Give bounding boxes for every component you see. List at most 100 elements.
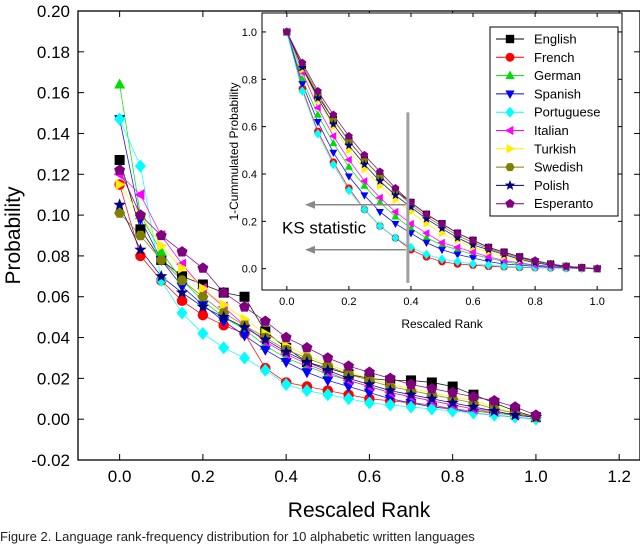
main-point-portuguese xyxy=(114,112,126,126)
main-point-esperanto xyxy=(468,390,479,402)
inset-point-spanish xyxy=(313,119,322,127)
main-x-tick-label: 0.8 xyxy=(441,467,465,486)
legend-marker-swedish xyxy=(505,163,515,172)
main-point-polish xyxy=(342,371,355,384)
inset-x-tick-label: 0.6 xyxy=(465,296,480,308)
inset-point-esperanto xyxy=(593,264,602,273)
main-point-portuguese xyxy=(218,341,230,355)
main-point-polish xyxy=(467,400,480,413)
inset-point-esperanto xyxy=(484,243,493,251)
inset-point-spanish xyxy=(344,173,353,181)
main-point-portuguese xyxy=(426,402,438,416)
inset-x-tick-label: 1.0 xyxy=(590,296,605,308)
inset-point-spanish xyxy=(298,81,307,89)
ks-statistic-label: KS statistic xyxy=(282,218,367,237)
main-point-esperanto xyxy=(218,286,230,298)
inset-point-turkish xyxy=(346,146,354,155)
ks-arrow-head xyxy=(305,245,315,254)
main-point-polish xyxy=(321,363,334,376)
inset-point-spanish xyxy=(438,246,446,255)
legend-label: Portuguese xyxy=(534,105,601,120)
inset-y-tick-label: 0.8 xyxy=(242,74,257,86)
main-x-tick-label: 1.2 xyxy=(607,467,631,486)
inset-point-italian xyxy=(391,207,399,216)
inset-point-polish xyxy=(359,159,369,169)
inset-y-tick-label: 0.6 xyxy=(242,122,257,134)
inset-point-german xyxy=(344,162,353,170)
inset-point-esperanto xyxy=(546,259,555,268)
inset-point-italian xyxy=(329,132,337,141)
main-point-swedish xyxy=(176,275,188,286)
main-point-swedish xyxy=(134,230,146,241)
inset-point-esperanto xyxy=(313,86,322,95)
inset-point-esperanto xyxy=(422,210,431,218)
main-point-esperanto xyxy=(405,378,417,390)
main-x-tick-label: 0.4 xyxy=(274,467,298,486)
main-point-esperanto xyxy=(197,262,209,273)
main-point-esperanto xyxy=(155,229,167,241)
inset-point-polish xyxy=(391,190,400,200)
inset-y-tick-label: 1.0 xyxy=(242,27,257,39)
inset-point-esperanto xyxy=(360,150,369,159)
inset-point-esperanto xyxy=(500,247,509,256)
inset-x-axis-title: Rescaled Rank xyxy=(401,317,483,331)
main-point-portuguese xyxy=(134,159,146,173)
inset-point-polish xyxy=(406,202,416,211)
inset-point-spanish xyxy=(469,255,477,263)
main-y-tick-label: 0.16 xyxy=(37,84,70,103)
main-point-esperanto xyxy=(134,209,146,220)
main-point-german xyxy=(114,78,126,89)
inset-y-tick-label: 0.4 xyxy=(242,169,257,181)
inset-point-polish xyxy=(453,233,462,242)
inset-point-turkish xyxy=(408,207,416,216)
main-point-esperanto xyxy=(384,372,396,384)
legend-marker-esperanto xyxy=(505,198,515,208)
main-y-tick-label: 0.02 xyxy=(37,369,70,388)
inset-point-italian xyxy=(344,155,352,164)
main-point-portuguese xyxy=(301,384,313,398)
main-point-portuguese xyxy=(259,363,271,377)
main-point-turkish xyxy=(115,178,126,190)
legend-marker-polish xyxy=(504,179,516,190)
main-y-tick-label: -0.02 xyxy=(31,451,70,470)
main-point-esperanto xyxy=(488,395,500,406)
inset-point-polish xyxy=(297,62,307,72)
main-x-tick-label: 0.0 xyxy=(108,467,132,486)
main-point-portuguese xyxy=(343,392,355,406)
main-point-polish xyxy=(404,388,418,400)
legend-marker-spanish xyxy=(505,90,515,99)
main-point-swedish xyxy=(114,208,126,218)
inset-point-italian xyxy=(375,193,383,202)
main-point-portuguese xyxy=(280,377,292,391)
inset-point-german xyxy=(298,74,307,83)
legend-label: Italian xyxy=(534,123,569,138)
main-point-polish xyxy=(259,333,272,345)
legend-label: English xyxy=(534,32,577,47)
main-point-turkish xyxy=(178,262,189,274)
main-y-tick-label: 0.06 xyxy=(37,288,70,307)
main-point-polish xyxy=(384,384,397,396)
main-point-polish xyxy=(155,269,168,282)
main-point-esperanto xyxy=(259,315,271,326)
inset-point-portuguese xyxy=(484,260,493,270)
main-point-polish xyxy=(196,300,210,313)
main-point-french xyxy=(197,309,209,321)
inset-point-german xyxy=(375,198,384,206)
inset-point-esperanto xyxy=(453,229,462,237)
main-y-tick-label: 0.14 xyxy=(37,124,70,143)
main-point-portuguese xyxy=(155,273,167,287)
inset-point-portuguese xyxy=(375,221,384,231)
legend-item-french: French xyxy=(496,50,574,65)
main-point-polish xyxy=(446,396,459,409)
inset-point-turkish xyxy=(361,165,369,174)
inset-point-spanish xyxy=(453,251,462,259)
main-y-tick-label: 0.10 xyxy=(37,206,70,225)
main-point-spanish xyxy=(301,368,313,379)
inset-point-portuguese xyxy=(515,262,524,272)
inset-point-german xyxy=(329,138,338,147)
inset-point-italian xyxy=(406,219,414,228)
inset-point-german xyxy=(422,233,431,241)
main-point-polish xyxy=(508,408,522,421)
main-point-spanish xyxy=(259,345,271,356)
inset-point-portuguese xyxy=(329,159,338,170)
